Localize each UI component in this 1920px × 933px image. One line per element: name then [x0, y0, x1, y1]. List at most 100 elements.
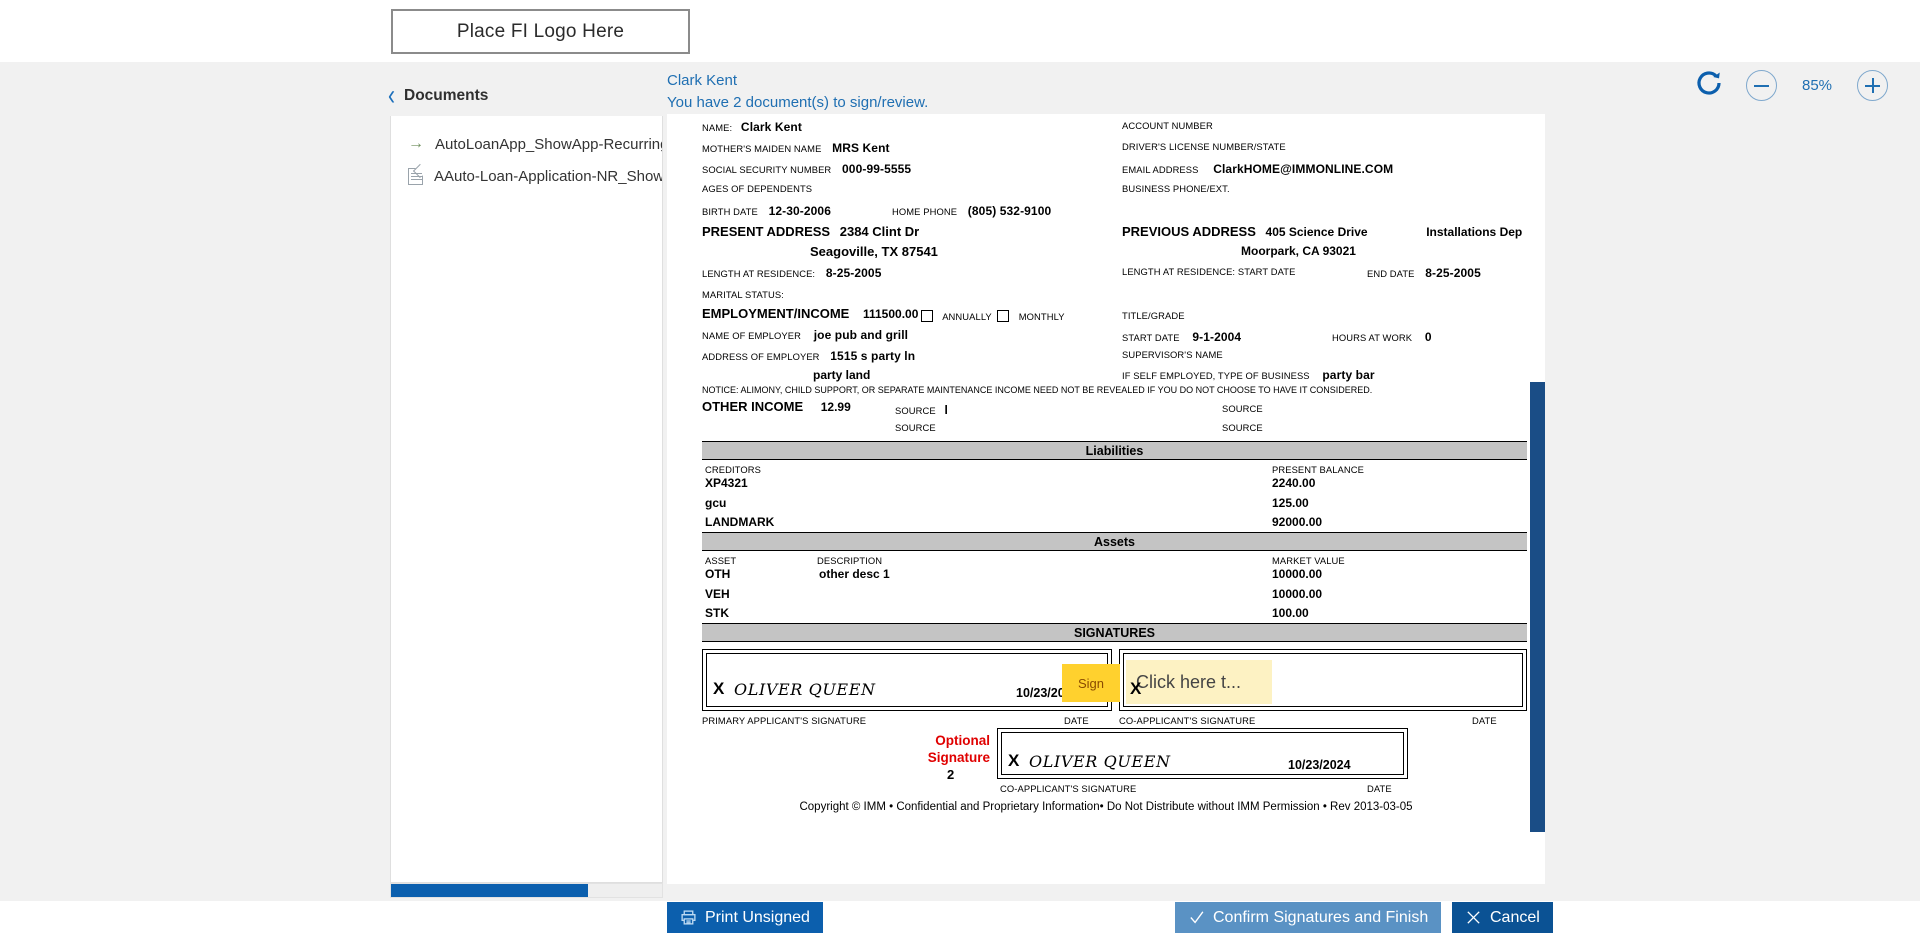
present-address-label: PRESENT ADDRESS — [702, 224, 831, 239]
documents-sidebar: ‹ Documents → AutoLoanApp_ShowApp-Recurr… — [380, 62, 663, 898]
employment-value: 111500.00 — [862, 307, 919, 321]
document-edit-icon — [408, 167, 423, 185]
app-container: ‹ Documents → AutoLoanApp_ShowApp-Recurr… — [0, 62, 1920, 933]
email-value: ClarkHOME@IMMONLINE.COM — [1213, 162, 1394, 176]
print-unsigned-button[interactable]: Print Unsigned — [667, 902, 823, 933]
table-row: LANDMARK — [705, 515, 775, 529]
business-phone-label: BUSINESS PHONE/EXT. — [1122, 183, 1230, 194]
primary-signature-value: OLIVER QUEEN — [734, 680, 876, 699]
annually-label: ANNUALLY — [942, 311, 992, 322]
ssn-label: SOCIAL SECURITY NUMBER — [702, 164, 832, 175]
primary-signature-caption: PRIMARY APPLICANT'S SIGNATURE — [702, 715, 867, 726]
source-label-2: SOURCE — [1222, 403, 1263, 414]
document-footer: Copyright © IMM • Confidential and Propr… — [799, 801, 1413, 813]
viewer-vertical-scrollbar[interactable] — [1530, 382, 1545, 832]
employer-value: joe pub and grill — [813, 328, 909, 342]
sidebar-horizontal-scrollbar[interactable] — [390, 883, 663, 898]
close-icon — [1467, 911, 1480, 924]
click-here-tooltip[interactable]: Click here t... — [1126, 660, 1272, 704]
optional-date-caption: DATE — [1367, 783, 1392, 794]
table-row: XP4321 — [705, 476, 748, 490]
previous-address-label: PREVIOUS ADDRESS — [1122, 224, 1256, 239]
name-value: Clark Kent — [740, 120, 802, 134]
monthly-label: MONTHLY — [1018, 311, 1065, 322]
employer-label: NAME OF EMPLOYER — [702, 330, 802, 341]
birth-date-value: 12-30-2006 — [768, 204, 831, 218]
signature-x-mark: X — [1130, 679, 1142, 698]
optional-signature-box[interactable]: X OLIVER QUEEN 10/23/2024 — [997, 728, 1408, 779]
other-income-value: 12.99 — [820, 400, 851, 414]
mothers-maiden-label: MOTHER'S MAIDEN NAME — [702, 143, 822, 154]
liabilities-section-header: Liabilities — [702, 441, 1527, 460]
document-viewer[interactable]: NAME: Clark Kent MOTHER'S MAIDEN NAME MR… — [667, 114, 1545, 884]
scrollbar-thumb[interactable] — [391, 884, 588, 897]
document-name: AAuto-Loan-Application-NR_ShowAp — [434, 167, 662, 185]
end-date-label: END DATE — [1367, 268, 1415, 279]
document-page: NAME: Clark Kent MOTHER'S MAIDEN NAME MR… — [667, 114, 1545, 884]
previous-address-extra: Installations Dep — [1426, 225, 1523, 239]
name-label: NAME: — [702, 122, 733, 133]
table-row: 10000.00 — [1272, 567, 1323, 581]
primary-signature-box[interactable]: X OLIVER QUEEN 10/23/2024 — [702, 649, 1112, 711]
fi-logo-placeholder: Place FI Logo Here — [391, 9, 690, 54]
title-grade-label: TITLE/GRADE — [1122, 310, 1185, 321]
license-label: DRIVER'S LICENSE NUMBER/STATE — [1122, 141, 1286, 152]
list-item-document-1[interactable]: → AutoLoanApp_ShowApp-Recurring_( — [391, 128, 662, 160]
refresh-icon[interactable] — [1694, 68, 1724, 103]
optional-signature-label: Optional Signature — [927, 733, 990, 765]
viewer-scrollbar-track — [1530, 166, 1545, 382]
signature-inner-border — [1123, 653, 1523, 707]
table-row: 92000.00 — [1272, 515, 1323, 529]
table-row: 10000.00 — [1272, 587, 1323, 601]
table-row: STK — [705, 606, 729, 620]
other-income-label: OTHER INCOME — [702, 399, 804, 414]
signature-x-mark: X — [713, 679, 725, 698]
birth-date-label: BIRTH DATE — [702, 206, 758, 217]
hours-value: 0 — [1424, 330, 1432, 344]
present-address-line1: 2384 Clint Dr — [839, 224, 920, 239]
length-residence-label: LENGTH AT RESIDENCE: — [702, 268, 816, 279]
status-message: You have 2 document(s) to sign/review. — [667, 94, 929, 111]
annually-checkbox[interactable] — [921, 310, 933, 322]
source-label-4: SOURCE — [1222, 422, 1263, 433]
employer-address-line2: party land — [813, 368, 871, 382]
present-balance-column-header: PRESENT BALANCE — [1272, 464, 1364, 475]
income-notice: NOTICE: ALIMONY, CHILD SUPPORT, OR SEPAR… — [702, 385, 1373, 395]
sidebar-header[interactable]: ‹ Documents — [388, 81, 489, 109]
employer-address-label: ADDRESS OF EMPLOYER — [702, 351, 820, 362]
plus-circle-icon[interactable] — [1857, 70, 1888, 101]
sidebar-title: Documents — [404, 86, 489, 104]
monthly-checkbox[interactable] — [997, 310, 1009, 322]
assets-section-header: Assets — [702, 532, 1527, 551]
user-name: Clark Kent — [667, 72, 738, 89]
list-item-document-2[interactable]: AAuto-Loan-Application-NR_ShowAp — [391, 160, 662, 192]
hours-label: HOURS AT WORK — [1332, 332, 1413, 343]
coapplicant-date-caption: DATE — [1472, 715, 1497, 726]
mothers-maiden-value: MRS Kent — [832, 141, 890, 155]
cancel-button[interactable]: Cancel — [1452, 902, 1553, 933]
signature-x-mark: X — [1008, 751, 1020, 770]
description-column-header: DESCRIPTION — [817, 555, 883, 566]
table-row: 125.00 — [1272, 496, 1309, 510]
arrow-right-icon: → — [408, 135, 424, 152]
start-date-value: 9-1-2004 — [1192, 330, 1242, 344]
table-row: OTH — [705, 567, 731, 581]
optional-signature-caption: CO-APPLICANT'S SIGNATURE — [1000, 783, 1137, 794]
employer-address-line1: 1515 s party ln — [830, 349, 916, 363]
asset-column-header: ASSET — [705, 555, 737, 566]
confirm-signatures-label: Confirm Signatures and Finish — [1213, 908, 1429, 926]
present-address-line2: Seagoville, TX 87541 — [810, 244, 938, 259]
sign-button[interactable]: Sign — [1062, 664, 1120, 702]
creditors-column-header: CREDITORS — [705, 464, 761, 475]
table-row: gcu — [705, 496, 727, 510]
confirm-signatures-button[interactable]: Confirm Signatures and Finish — [1175, 902, 1442, 933]
print-unsigned-label: Print Unsigned — [705, 908, 810, 926]
end-date-value: 8-25-2005 — [1425, 266, 1481, 280]
chevron-left-icon[interactable]: ‹ — [388, 79, 395, 112]
minus-circle-icon[interactable] — [1746, 70, 1777, 101]
printer-icon — [681, 910, 696, 925]
optional-signature-date: 10/23/2024 — [1288, 758, 1351, 772]
employment-label: EMPLOYMENT/INCOME — [702, 306, 850, 321]
table-row: 2240.00 — [1272, 476, 1316, 490]
previous-address-line2: Moorpark, CA 93021 — [1241, 244, 1356, 258]
